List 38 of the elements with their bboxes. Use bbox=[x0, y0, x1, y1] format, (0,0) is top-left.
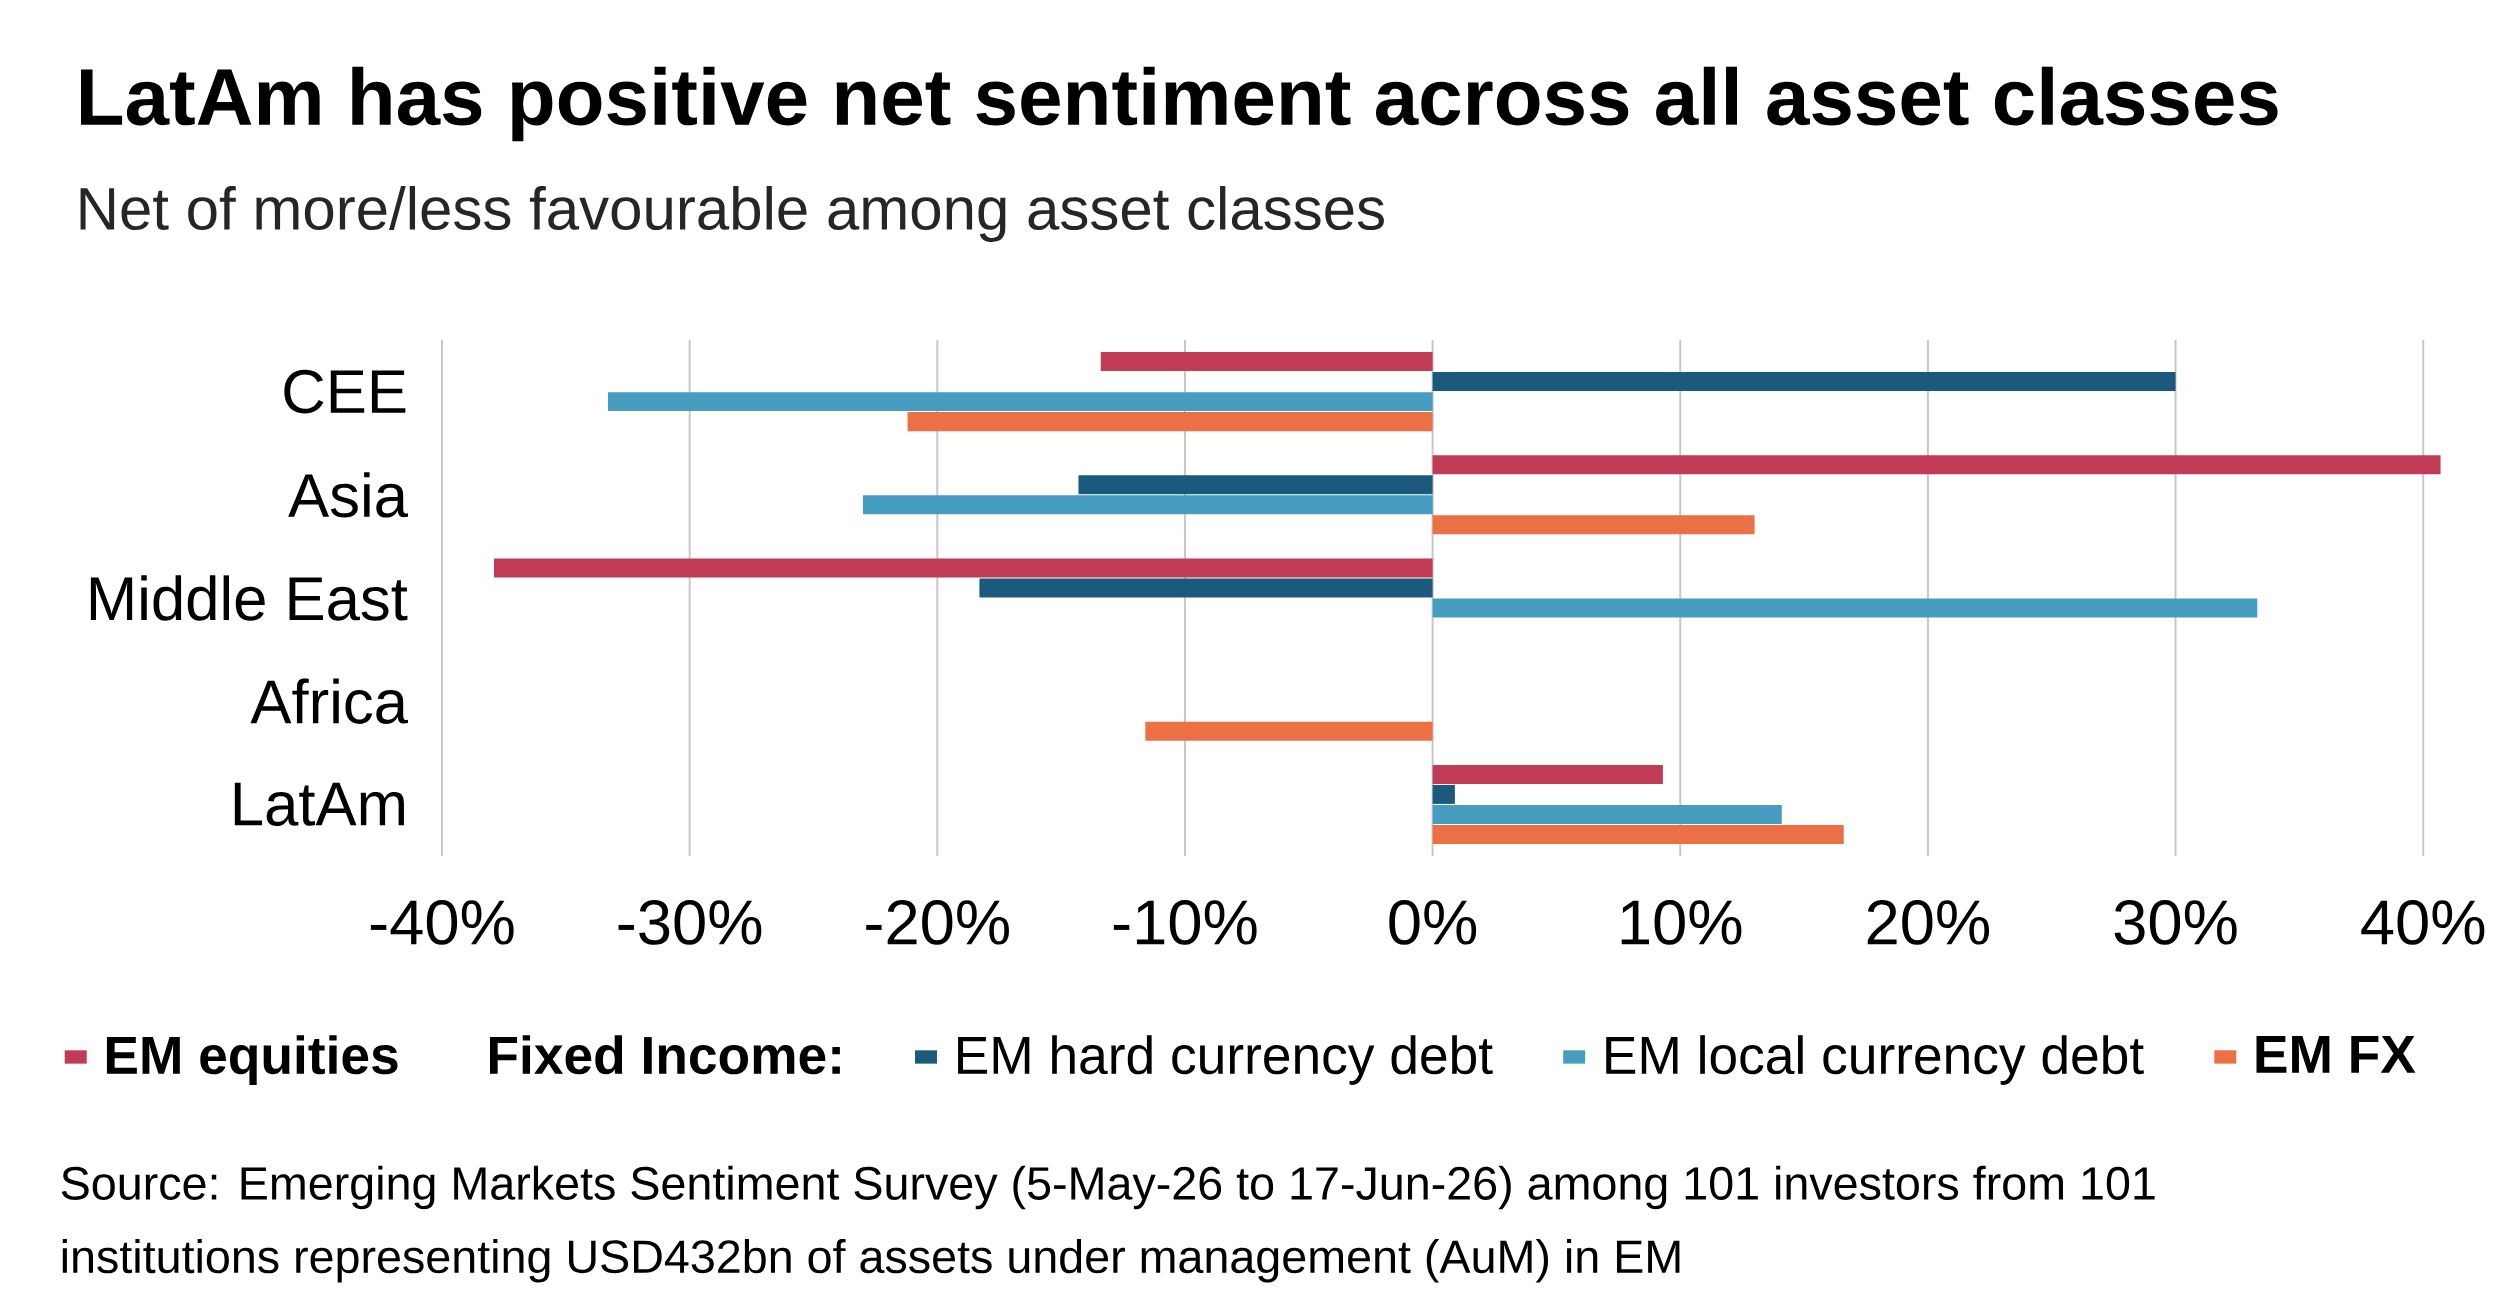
legend-label: EM local currency debt bbox=[1606, 1035, 2144, 1085]
y-tick-label: Africa bbox=[250, 678, 408, 724]
bar bbox=[1432, 824, 1844, 844]
legend-label: EM equities bbox=[106, 1035, 398, 1085]
x-tick-label: 40% bbox=[2361, 900, 2485, 945]
y-tick-label: LatAm bbox=[234, 782, 404, 826]
y-tick-label: Asia bbox=[288, 472, 408, 518]
x-tick-label: -30% bbox=[618, 900, 762, 945]
bar bbox=[1432, 372, 2176, 392]
chart-title: LatAm has positive net sentiment across all asset classes bbox=[81, 66, 2278, 142]
bar bbox=[607, 392, 1433, 412]
bar bbox=[1432, 455, 2441, 475]
x-tick-label: 10% bbox=[1621, 900, 1742, 945]
y-tick-label: CEE bbox=[284, 369, 406, 414]
x-tick-label: 30% bbox=[2114, 900, 2237, 945]
bar bbox=[494, 558, 1433, 578]
bar bbox=[907, 412, 1433, 432]
x-tick-label: -20% bbox=[866, 900, 1009, 945]
legend-label: EM hard currency debt bbox=[958, 1035, 1493, 1085]
x-tick-label: -40% bbox=[370, 900, 514, 945]
bar bbox=[1432, 598, 2258, 618]
x-tick-label: 20% bbox=[1867, 900, 1990, 945]
chart-subtitle: Net of more/less favourable among asset classes bbox=[80, 186, 1384, 242]
bar bbox=[1100, 352, 1433, 372]
bar bbox=[863, 495, 1433, 515]
bar bbox=[1432, 804, 1782, 824]
bar bbox=[1432, 764, 1663, 784]
x-tick-label: -10% bbox=[1113, 900, 1257, 945]
bar bbox=[1145, 721, 1433, 741]
y-tick-label: Middle East bbox=[90, 575, 408, 621]
legend-title: Fixed Income: bbox=[489, 1035, 840, 1075]
bar bbox=[1432, 784, 1455, 804]
bar bbox=[1078, 475, 1433, 495]
legend-label: EM FX bbox=[2256, 1036, 2416, 1073]
source-note: Source: Emerging Markets Sentiment Survey (5-May-26 to 17-Jun-26) among 101 investors from 101 institutions representing USD432bn of assets under management (AuM) in EM bbox=[61, 1165, 2155, 1283]
bar bbox=[1432, 515, 1755, 535]
bar bbox=[979, 578, 1433, 598]
x-tick-label: 0% bbox=[1389, 900, 1477, 945]
